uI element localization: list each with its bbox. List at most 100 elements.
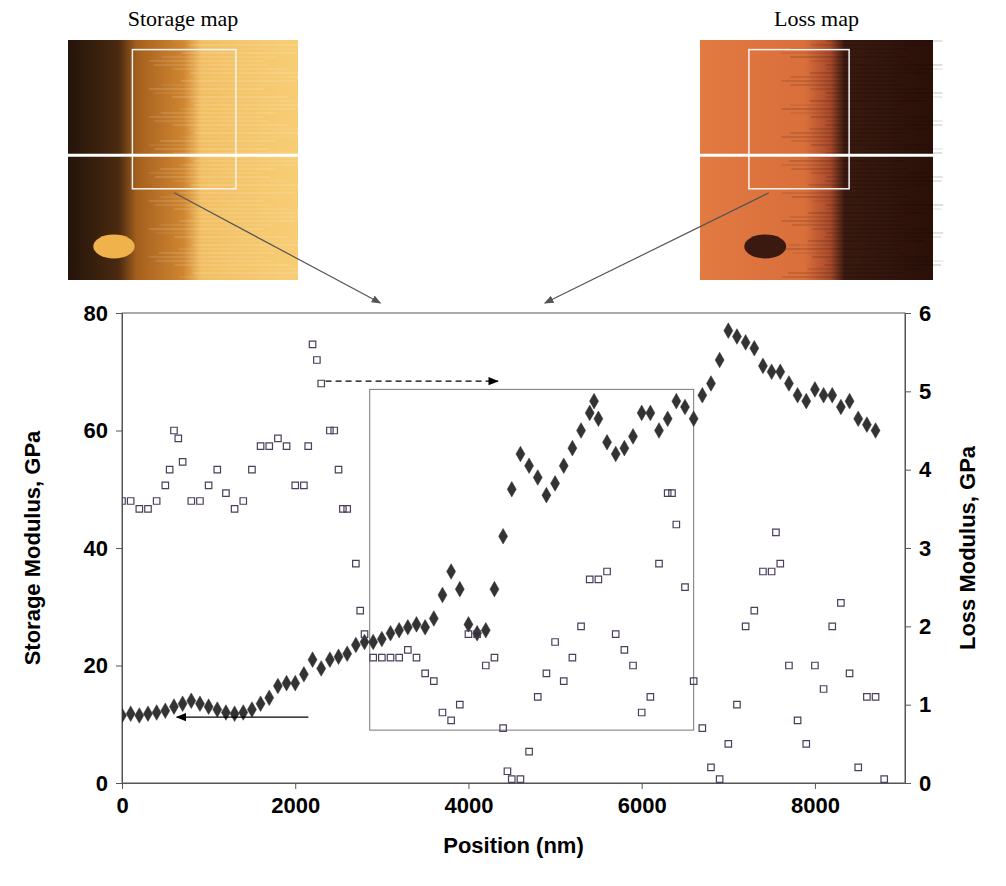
open-square-point (413, 654, 419, 660)
map-streak (181, 80, 296, 82)
tick-mark (468, 783, 469, 789)
series (122, 341, 887, 782)
diamond-point (256, 696, 265, 712)
tick-label: 4000 (444, 793, 493, 818)
diamond-point (594, 411, 603, 427)
tick-mark (815, 783, 816, 789)
open-square-point (760, 568, 766, 574)
diamond-point (438, 587, 447, 603)
open-square-point (136, 506, 142, 512)
open-square-point (669, 490, 675, 496)
map-streak (174, 236, 289, 238)
tick: 4000 (444, 783, 493, 818)
diamond-point (429, 611, 438, 627)
map-streak (790, 104, 907, 106)
open-square-point (751, 607, 757, 613)
map-streak (149, 200, 264, 202)
map-streak (194, 104, 309, 106)
tick: 0 (116, 783, 128, 818)
highlight-box (370, 389, 694, 730)
tick-mark (905, 783, 911, 784)
open-square-point (188, 498, 194, 504)
tick: 1 (905, 692, 931, 717)
tick-mark (905, 391, 911, 392)
diamond-point (481, 622, 490, 638)
open-square-point (595, 576, 601, 582)
diamond-point (629, 429, 638, 445)
diamond-point (706, 376, 715, 392)
open-square-point (331, 427, 337, 433)
open-square-point (725, 741, 731, 747)
tick-label: 40 (84, 536, 108, 561)
diamond-point (776, 364, 785, 380)
y2-axis-title: Loss Modulus, GPa (955, 445, 980, 650)
diamond-point (265, 690, 274, 706)
map-streak (154, 92, 269, 94)
open-square-point (357, 607, 363, 613)
map-streak (789, 216, 906, 218)
open-square-point (812, 662, 818, 668)
map-streak (811, 116, 928, 118)
diamond-point (603, 434, 612, 450)
diamond-point (299, 667, 308, 683)
tick-label: 80 (84, 301, 108, 326)
diamond-point (317, 661, 326, 677)
map-title: Storage map (128, 6, 239, 31)
tick-label: 2000 (271, 793, 320, 818)
map-streak (810, 60, 927, 62)
diamond-point (836, 399, 845, 415)
diamond-point (490, 581, 499, 597)
map-streak (161, 112, 276, 114)
map-streak (173, 180, 288, 182)
map-streak (193, 272, 308, 274)
map-streak (180, 192, 295, 194)
map-streak (159, 252, 274, 254)
map-streak (825, 264, 942, 266)
tick: 6 (905, 301, 931, 326)
map-streak (174, 208, 289, 210)
tick-mark (116, 548, 122, 549)
open-square-point (205, 482, 211, 488)
open-square-point (275, 435, 281, 441)
tick-mark (905, 626, 911, 627)
open-square-point (612, 631, 618, 637)
tick-label: 0 (919, 771, 931, 796)
y-pointer-arrow (177, 717, 309, 718)
map-streak (826, 68, 943, 70)
tick-mark (905, 313, 911, 314)
open-square-point (223, 490, 229, 496)
map-streak (812, 200, 929, 202)
open-square-point (387, 654, 393, 660)
figure: Storage mapLoss map020004000600080000204… (0, 0, 1006, 886)
diamond-point (351, 637, 360, 653)
diamond-point (577, 423, 586, 439)
open-square-point (560, 678, 566, 684)
map-streak (827, 260, 944, 262)
open-square-point (266, 443, 272, 449)
map-streak (782, 136, 899, 138)
open-square-point (127, 498, 133, 504)
open-square-point (327, 427, 333, 433)
map-streak (825, 208, 942, 210)
diamond-point (551, 476, 560, 492)
open-square-point (664, 490, 670, 496)
map-streak (160, 196, 275, 198)
diamond-point (516, 446, 525, 462)
map-streak (782, 248, 899, 250)
map-streak (179, 220, 294, 222)
map-streak (782, 192, 899, 194)
tick-mark (122, 783, 123, 789)
diamond-point (585, 405, 594, 421)
map-streak (180, 164, 295, 166)
diamond-point (741, 335, 750, 351)
map-streak (809, 184, 926, 186)
diamond-point (568, 440, 577, 456)
diamond-point (273, 678, 282, 694)
tick: 3 (905, 536, 931, 561)
diamond-point (507, 481, 516, 497)
map-streak (788, 272, 905, 274)
map-streak (172, 96, 287, 98)
open-square-point (673, 521, 679, 527)
map-arrow (174, 193, 380, 303)
open-square-point (301, 482, 307, 488)
